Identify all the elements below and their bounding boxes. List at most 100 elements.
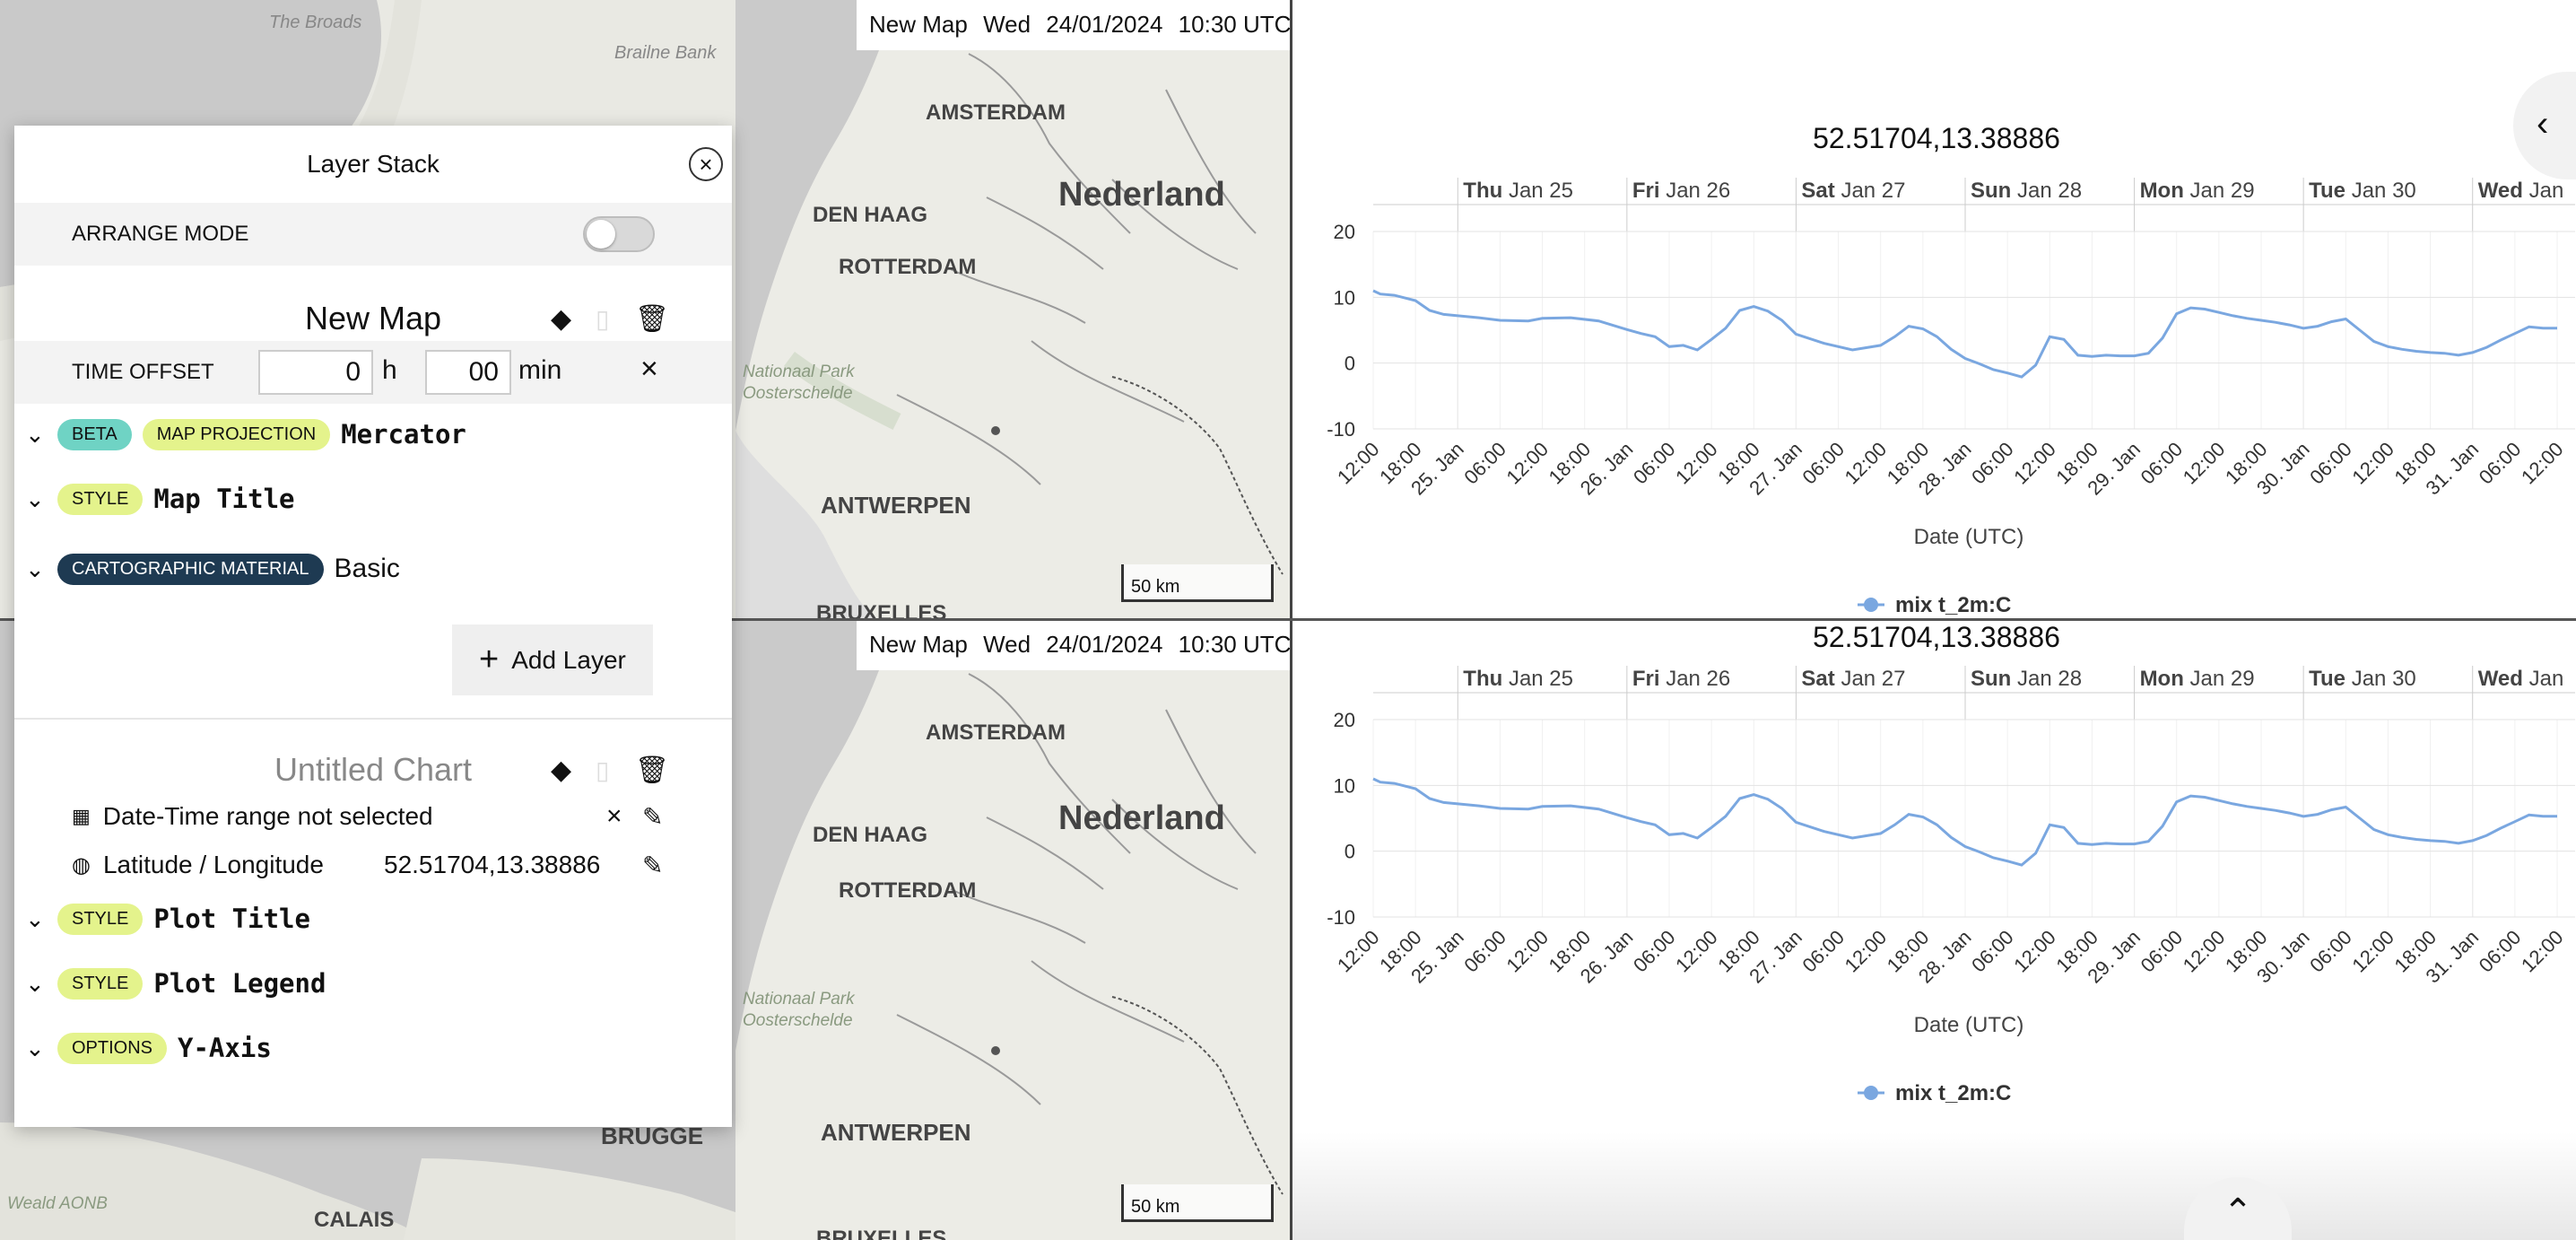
chart-top: 52.51704,13.38886 Thu Jan 25 Fri Jan 26 Sat…	[1292, 0, 2576, 618]
chart-top-svg: 52.51704,13.38886 Thu Jan 25 Fri Jan 26 Sat…	[1327, 122, 2575, 617]
x-tick-label: 06:00	[1459, 438, 1510, 489]
style-badge: STYLE	[57, 903, 144, 935]
bottom-fade	[1292, 1132, 2576, 1240]
chart-bottom-svg: 52.51704,13.38886 Thu Jan 25 Fri Jan 26 Sat…	[1327, 621, 2575, 1105]
place-label: Nederland	[1058, 176, 1225, 214]
x-tick-label: 06:00	[2475, 926, 2526, 977]
layer-map-title[interactable]: ⌄ STYLE Map Title	[14, 474, 732, 524]
day-tick-label: Tue Jan 30	[2309, 667, 2416, 691]
layer-y-axis[interactable]: ⌄ OPTIONS Y-Axis	[14, 1023, 732, 1073]
chart-name[interactable]: Untitled Chart	[274, 751, 473, 788]
clipboard-icon[interactable]: ▯	[596, 755, 610, 784]
hours-unit: h	[382, 355, 397, 385]
day-tick-label: Mon Jan 29	[2140, 667, 2255, 691]
timestamp-time: 10:30 UTC	[1178, 11, 1292, 38]
map-header: New Map ◆ ▯ 🗑	[14, 287, 732, 350]
x-tick-label: 12:00	[2179, 438, 2230, 489]
layer-value: Mercator	[341, 419, 466, 450]
divider	[14, 718, 732, 720]
arrange-mode-row: ARRANGE MODE	[14, 203, 732, 266]
time-offset-row: TIME OFFSET	[14, 341, 732, 404]
map-timestamp: New Map Wed 24/01/2024 10:30 UTC	[857, 0, 1292, 50]
place-label: DEN HAAG	[813, 203, 928, 227]
x-tick-label: 12:00	[2347, 926, 2398, 977]
map-timestamp: New Map Wed 24/01/2024 10:30 UTC	[857, 620, 1292, 670]
globe-icon: ◍	[72, 852, 91, 878]
day-tick-label: Sat Jan 27	[1801, 667, 1905, 691]
chart-title: 52.51704,13.38886	[1813, 621, 2060, 653]
clear-offset-icon[interactable]: ×	[640, 352, 658, 386]
timestamp-time: 10:30 UTC	[1178, 631, 1292, 658]
place-label: BRUXELLES	[816, 1227, 947, 1240]
x-tick-label: 06:00	[1967, 926, 2018, 977]
horizontal-divider[interactable]	[0, 618, 2576, 621]
place-label: BRUGGE	[601, 1122, 704, 1149]
add-layer-button[interactable]: + Add Layer	[452, 624, 653, 695]
chevron-down-icon[interactable]: ⌄	[25, 1035, 45, 1061]
arrange-mode-label: ARRANGE MODE	[72, 222, 249, 246]
map-name[interactable]: New Map	[304, 300, 442, 336]
day-tick-label: Mon Jan 29	[2140, 179, 2255, 203]
day-tick-label: Wed Jan	[2478, 179, 2564, 203]
timestamp-day: Wed	[983, 631, 1031, 658]
layer-value: Plot Legend	[153, 968, 326, 999]
edit-date-icon[interactable]: ✎	[642, 802, 664, 831]
x-tick-label: 06:00	[1797, 926, 1849, 977]
chevron-down-icon[interactable]: ⌄	[25, 905, 45, 932]
day-tick-label: Sat Jan 27	[1801, 179, 1905, 203]
timestamp-map-name: New Map	[869, 631, 968, 658]
cartographic-material-badge: CARTOGRAPHIC MATERIAL	[57, 553, 324, 585]
edit-latlon-icon[interactable]: ✎	[642, 851, 664, 879]
series-line	[1372, 289, 2557, 379]
layer-value: Map Title	[153, 484, 295, 514]
map-projection-badge: MAP PROJECTION	[142, 418, 331, 450]
minutes-unit: min	[518, 355, 562, 385]
layer-plot-legend[interactable]: ⌄ STYLE Plot Legend	[14, 958, 732, 1009]
latlon-value: 52.51704,13.38886	[384, 851, 601, 878]
timestamp-map-name: New Map	[869, 11, 968, 38]
clipboard-icon[interactable]: ▯	[596, 304, 610, 333]
timestamp-day: Wed	[983, 11, 1031, 38]
chevron-down-icon[interactable]: ⌄	[25, 485, 45, 512]
plus-icon: +	[479, 641, 500, 678]
place-label: ROTTERDAM	[839, 878, 977, 903]
place-label: AMSTERDAM	[926, 100, 1066, 125]
y-tick-label: 20	[1334, 221, 1355, 243]
x-tick-label: 06:00	[2475, 438, 2526, 489]
layer-cartographic[interactable]: ⌄ CARTOGRAPHIC MATERIAL Basic	[14, 544, 732, 594]
clear-date-icon[interactable]: ×	[606, 801, 622, 831]
place-label: ROTTERDAM	[839, 255, 977, 279]
offset-minutes-input[interactable]: 00	[425, 350, 511, 395]
chevron-down-icon[interactable]: ⌄	[25, 555, 45, 582]
options-badge: OPTIONS	[57, 1032, 168, 1064]
day-tick-label: Fri Jan 26	[1632, 179, 1730, 203]
latlon-row: ◍ Latitude / Longitude 52.51704,13.38886…	[14, 843, 732, 886]
layer-stack-panel: Layer Stack × ARRANGE MODE New Map ◆ ▯ 🗑…	[14, 126, 732, 1127]
place-label: BRUXELLES	[816, 601, 947, 620]
x-tick-label: 06:00	[2305, 438, 2356, 489]
legend-label: mix t_2m:C	[1895, 593, 2011, 617]
day-tick-label: Fri Jan 26	[1632, 667, 1730, 691]
layers-icon[interactable]: ◆	[551, 755, 572, 785]
beta-badge: BETA	[57, 418, 132, 450]
time-offset-label: TIME OFFSET	[72, 360, 214, 384]
arrange-mode-toggle[interactable]	[583, 216, 655, 252]
trash-icon[interactable]: 🗑	[635, 303, 670, 334]
x-tick-label: 06:00	[1459, 926, 1510, 977]
place-label: Weald AONB	[7, 1194, 108, 1213]
trash-icon[interactable]: 🗑	[635, 755, 670, 785]
layers-icon[interactable]: ◆	[551, 303, 572, 334]
layer-projection[interactable]: ⌄ BETA MAP PROJECTION Mercator	[14, 409, 732, 459]
y-tick-label: 10	[1334, 774, 1355, 797]
x-tick-label: 12:00	[2517, 438, 2568, 489]
offset-hours-input[interactable]: 0	[258, 350, 373, 395]
day-tick-label: Sun Jan 28	[1971, 667, 2082, 691]
close-icon[interactable]: ×	[689, 147, 723, 181]
layer-value: Plot Title	[153, 904, 310, 934]
layer-plot-title[interactable]: ⌄ STYLE Plot Title	[14, 894, 732, 944]
x-tick-label: 12:00	[1333, 926, 1384, 977]
chevron-left-icon: ‹	[2537, 104, 2549, 144]
x-tick-label: 12:00	[2179, 926, 2230, 977]
chevron-down-icon[interactable]: ⌄	[25, 421, 45, 448]
chevron-down-icon[interactable]: ⌄	[25, 970, 45, 997]
